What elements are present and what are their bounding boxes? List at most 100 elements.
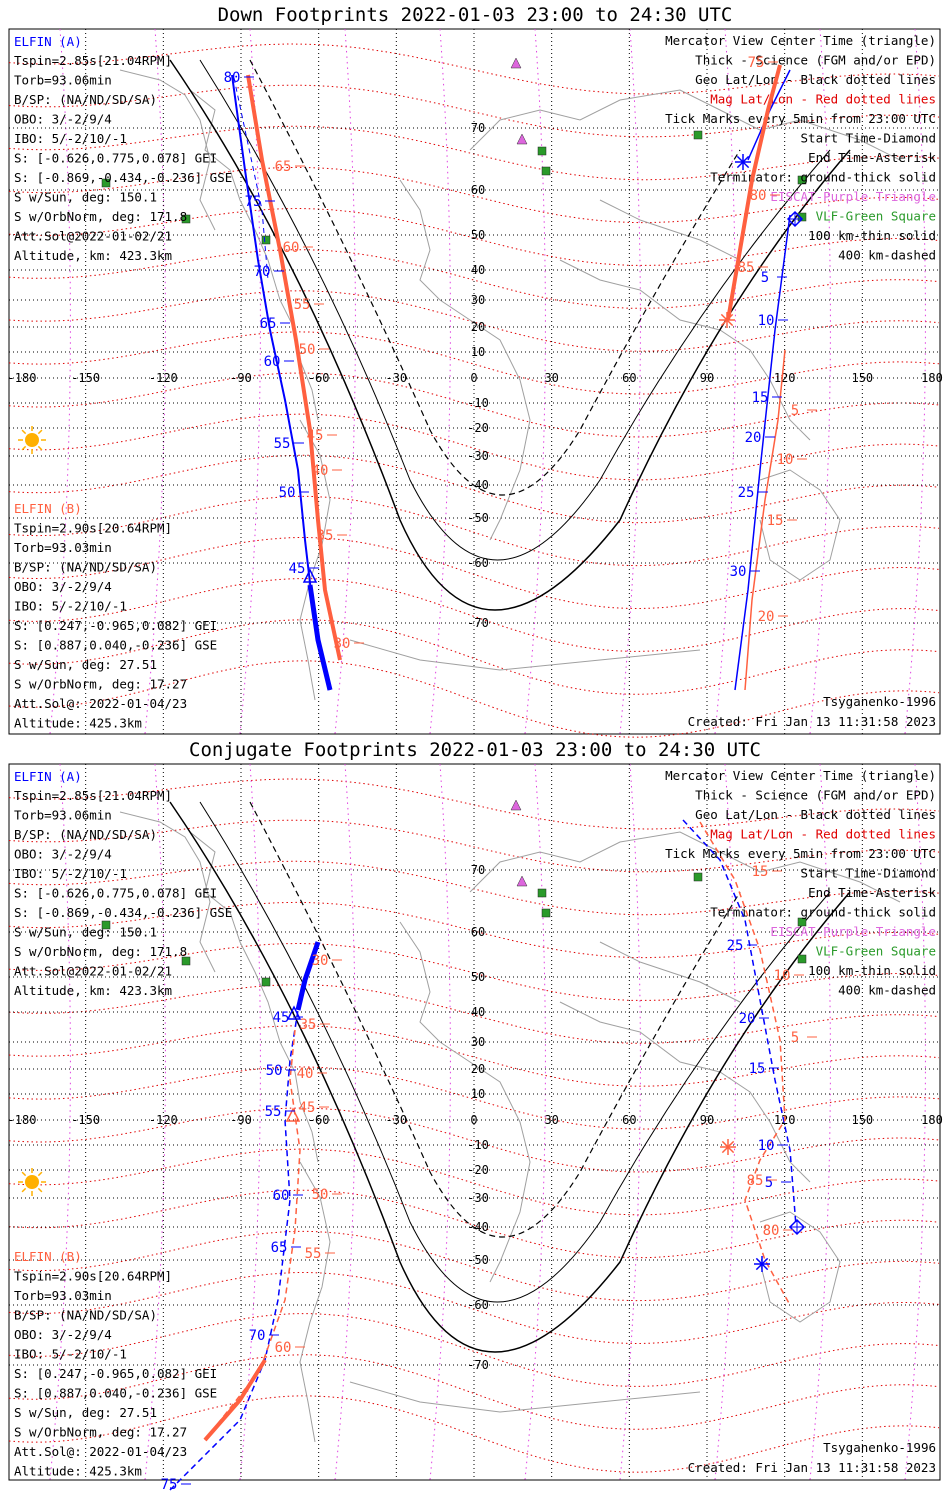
elfin-b-line: Att.Sol@: 2022-01-04/23 xyxy=(14,1444,187,1459)
vlf-square xyxy=(797,954,807,964)
vlf-square xyxy=(797,175,807,185)
elfin-a-line: Att.Sol@2022-01-02/21 xyxy=(14,229,172,244)
sun-icon xyxy=(18,1168,46,1196)
tick-label: 60 xyxy=(275,1340,292,1356)
elfin-a-line: OBO: 3/-2/9/4 xyxy=(14,847,112,862)
vlf-square xyxy=(537,888,547,898)
elfin-a-title: ELFIN (A) xyxy=(14,34,82,49)
vlf-square xyxy=(537,146,547,156)
elfin-a-title: ELFIN (A) xyxy=(14,769,82,784)
tick-label: 75 xyxy=(161,1477,178,1493)
tick-label: 35 xyxy=(317,528,334,544)
elfin-a-line: IBO: 5/-2/10/-1 xyxy=(14,866,127,881)
elfin-b-line: S: [0.887,0.040,-0.236] GSE xyxy=(14,1386,217,1401)
tick-label: 30 xyxy=(730,564,747,580)
tick-label: 70 xyxy=(254,264,271,280)
vlf-square xyxy=(693,872,703,882)
elfin-a-conj-science xyxy=(295,941,321,1011)
legend-item: Thick - Science (FGM and/or EPD) xyxy=(695,788,936,803)
elfin-a-line: S w/OrbNorm, deg: 171.8 xyxy=(14,944,187,959)
legend-item: 400 km-dashed xyxy=(838,248,936,263)
elfin-b-info: ELFIN (B) Tspin=2.90s[20.64RPM] Torb=93.03… xyxy=(14,1249,217,1479)
tick-label: 55 xyxy=(265,1104,282,1120)
lon-label: 90 xyxy=(700,371,714,385)
tick-labels: 45 50 55 60 65 70 75 25 20 15 10 5 xyxy=(161,938,791,1493)
lat-label: 40 xyxy=(471,263,485,277)
lon-label: -180 xyxy=(8,1113,37,1127)
lon-label: -150 xyxy=(71,371,100,385)
model-label: Tsyganenko-1996 xyxy=(823,694,936,709)
tick-label: 60 xyxy=(273,1188,290,1204)
tick-label: 5 xyxy=(765,1175,773,1191)
tick-label: 85 xyxy=(747,1173,764,1189)
elfin-b-line: Altitude: 425.3km xyxy=(14,1464,142,1479)
lat-label: -70 xyxy=(467,1358,489,1372)
elfin-a-conj-track-right xyxy=(682,819,797,1227)
station-markers xyxy=(101,799,807,987)
lon-label: 60 xyxy=(622,1113,636,1127)
tick-label: 50 xyxy=(279,485,296,501)
elfin-a-line: Tspin=2.85s[21.04RPM] xyxy=(14,53,172,68)
elfin-a-track-400 xyxy=(233,77,269,281)
lon-label: -30 xyxy=(385,1113,407,1127)
lat-label: 30 xyxy=(471,293,485,307)
station-markers xyxy=(101,57,807,245)
elfin-b-title: ELFIN (B) xyxy=(14,501,82,516)
tick-label: 70 xyxy=(249,1328,266,1344)
center-triangle xyxy=(302,568,318,583)
tick-label: 25 xyxy=(738,485,755,501)
lat-label: -10 xyxy=(467,1138,489,1152)
lon-label: -120 xyxy=(149,371,178,385)
elfin-b-line: S w/Sun, deg: 27.51 xyxy=(14,1405,157,1420)
tick-label: 5 xyxy=(761,270,769,286)
lat-label: 60 xyxy=(471,925,485,939)
tick-label: 65 xyxy=(271,1240,288,1256)
lon-label: -30 xyxy=(385,371,407,385)
legend: Mercator View Center Time (triangle) Thic… xyxy=(665,33,936,263)
lat-label: -30 xyxy=(467,449,489,463)
lat-label: 60 xyxy=(471,183,485,197)
model-label: Tsyganenko-1996 xyxy=(823,1440,936,1455)
legend-item: End Time-Asterisk xyxy=(808,150,936,165)
elfin-b-conj-track xyxy=(204,1029,301,1441)
lat-label: -50 xyxy=(467,511,489,525)
legend: Mercator View Center Time (triangle) Thic… xyxy=(665,768,936,998)
legend-item: Tick Marks every 5min from 23:00 UTC xyxy=(665,111,936,126)
elfin-b-line: S w/OrbNorm, deg: 17.27 xyxy=(14,1425,187,1440)
elfin-b-line: Tspin=2.90s[20.64RPM] xyxy=(14,521,172,536)
lon-label: -150 xyxy=(71,1113,100,1127)
elfin-a-line: IBO: 5/-2/10/-1 xyxy=(14,131,127,146)
lon-label: 0 xyxy=(470,1113,477,1127)
tick-label: 20 xyxy=(758,609,775,625)
elfin-a-line: Torb=93.06min xyxy=(14,808,112,823)
tick-label: 45 xyxy=(273,1010,290,1026)
elfin-b-line: Att.Sol@: 2022-01-04/23 xyxy=(14,696,187,711)
axis-labels: -180 -150 -120 -90 -60 -30 0 30 60 90 120 150 180 70 6… xyxy=(8,121,943,630)
legend-item: EISCAT-Purple Triangle xyxy=(770,924,936,939)
tick-label: 15 xyxy=(752,390,769,406)
tick-label: 10 xyxy=(758,1138,775,1154)
tick-label: 10 xyxy=(774,968,791,984)
elfin-b-line: Torb=93.03min xyxy=(14,1288,112,1303)
vlf-square xyxy=(693,130,703,140)
tick-label: 85 xyxy=(738,260,755,276)
lat-label: 50 xyxy=(471,970,485,984)
lat-label: -40 xyxy=(467,478,489,492)
elfin-a-conj-track xyxy=(169,1009,299,1491)
tick-label: 30 xyxy=(312,953,329,969)
vlf-square xyxy=(101,178,111,188)
elfin-b-line: IBO: 5/-2/10/-1 xyxy=(14,1347,127,1362)
legend-item: 400 km-dashed xyxy=(838,983,936,998)
lat-label: 70 xyxy=(471,121,485,135)
vlf-square xyxy=(261,977,271,987)
vlf-square xyxy=(797,212,807,222)
elfin-a-line: S w/Sun, deg: 150.1 xyxy=(14,925,157,940)
lon-label: -60 xyxy=(308,371,330,385)
eiscat-triangle xyxy=(516,875,528,887)
lat-label: -40 xyxy=(467,1220,489,1234)
eiscat-triangle xyxy=(510,799,522,811)
legend-item: Mercator View Center Time (triangle) xyxy=(665,768,936,783)
lon-label: -90 xyxy=(230,1113,252,1127)
